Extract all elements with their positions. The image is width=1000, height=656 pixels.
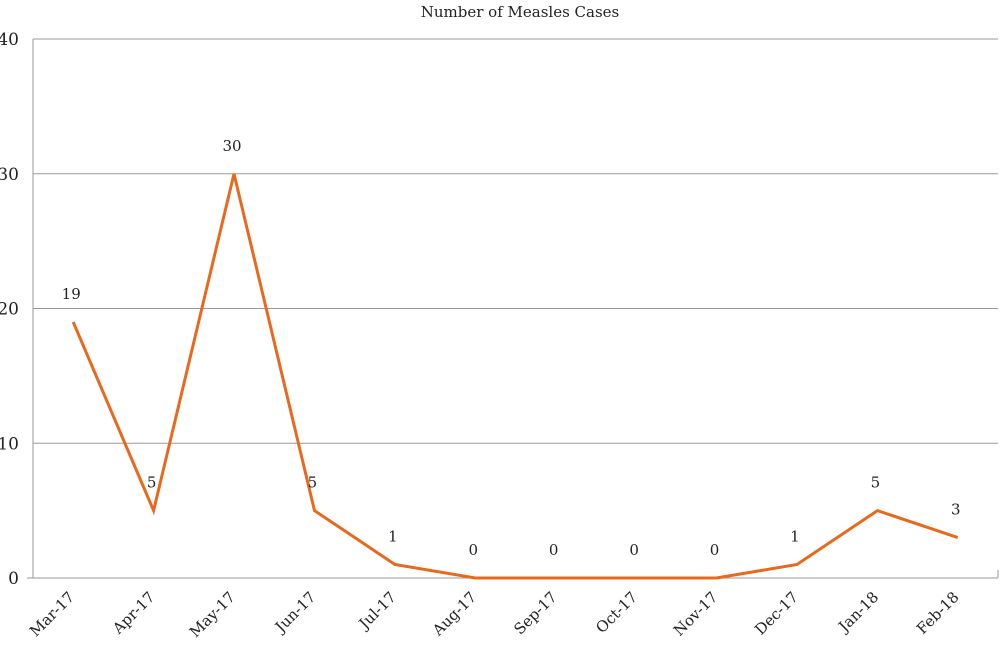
y-tick-label: 0 (8, 569, 19, 589)
data-label: 30 (222, 137, 241, 155)
y-axis-tick-labels: 0 10 20 30 40 (0, 30, 19, 589)
gridlines (33, 38, 998, 444)
x-tick-label: Feb-18 (913, 588, 963, 638)
y-tick-label: 30 (0, 165, 19, 185)
x-tick-label: Jan-18 (834, 588, 883, 637)
data-label: 5 (147, 474, 157, 492)
x-tick-label: May-17 (186, 588, 239, 641)
x-tick-label: Mar-17 (26, 588, 78, 640)
data-label: 0 (629, 541, 639, 559)
x-tick-label: Oct-17 (592, 588, 641, 637)
x-tick-label: Nov-17 (670, 588, 721, 639)
x-tick-label: Aug-17 (428, 588, 480, 640)
data-label: 19 (62, 285, 81, 303)
chart-title: Number of Measles Cases (421, 3, 620, 21)
data-label: 1 (388, 528, 398, 546)
x-tick-label: Dec-17 (751, 588, 802, 639)
data-label: 3 (951, 501, 961, 519)
data-label: 0 (469, 541, 479, 559)
x-axis-tick-labels: Mar-17 Apr-17 May-17 Jun-17 Jul-17 Aug-17 Sep-… (26, 588, 963, 641)
x-tick-label: Jul-17 (354, 588, 400, 634)
data-label: 0 (549, 541, 559, 559)
x-tick-label: Jun-17 (270, 588, 319, 637)
data-label: 0 (710, 541, 720, 559)
series (71, 173, 959, 580)
data-label: 1 (790, 528, 800, 546)
y-tick-label: 10 (0, 434, 19, 454)
x-tick-label: Sep-17 (510, 588, 560, 638)
y-tick-label: 20 (0, 300, 19, 320)
data-label: 5 (871, 474, 881, 492)
y-tick-label: 40 (0, 30, 19, 50)
data-labels: 19 5 30 5 1 0 0 0 0 1 5 3 (62, 137, 961, 559)
data-label: 5 (308, 474, 318, 492)
series-line (71, 173, 959, 580)
x-tick-label: Apr-17 (108, 588, 158, 638)
